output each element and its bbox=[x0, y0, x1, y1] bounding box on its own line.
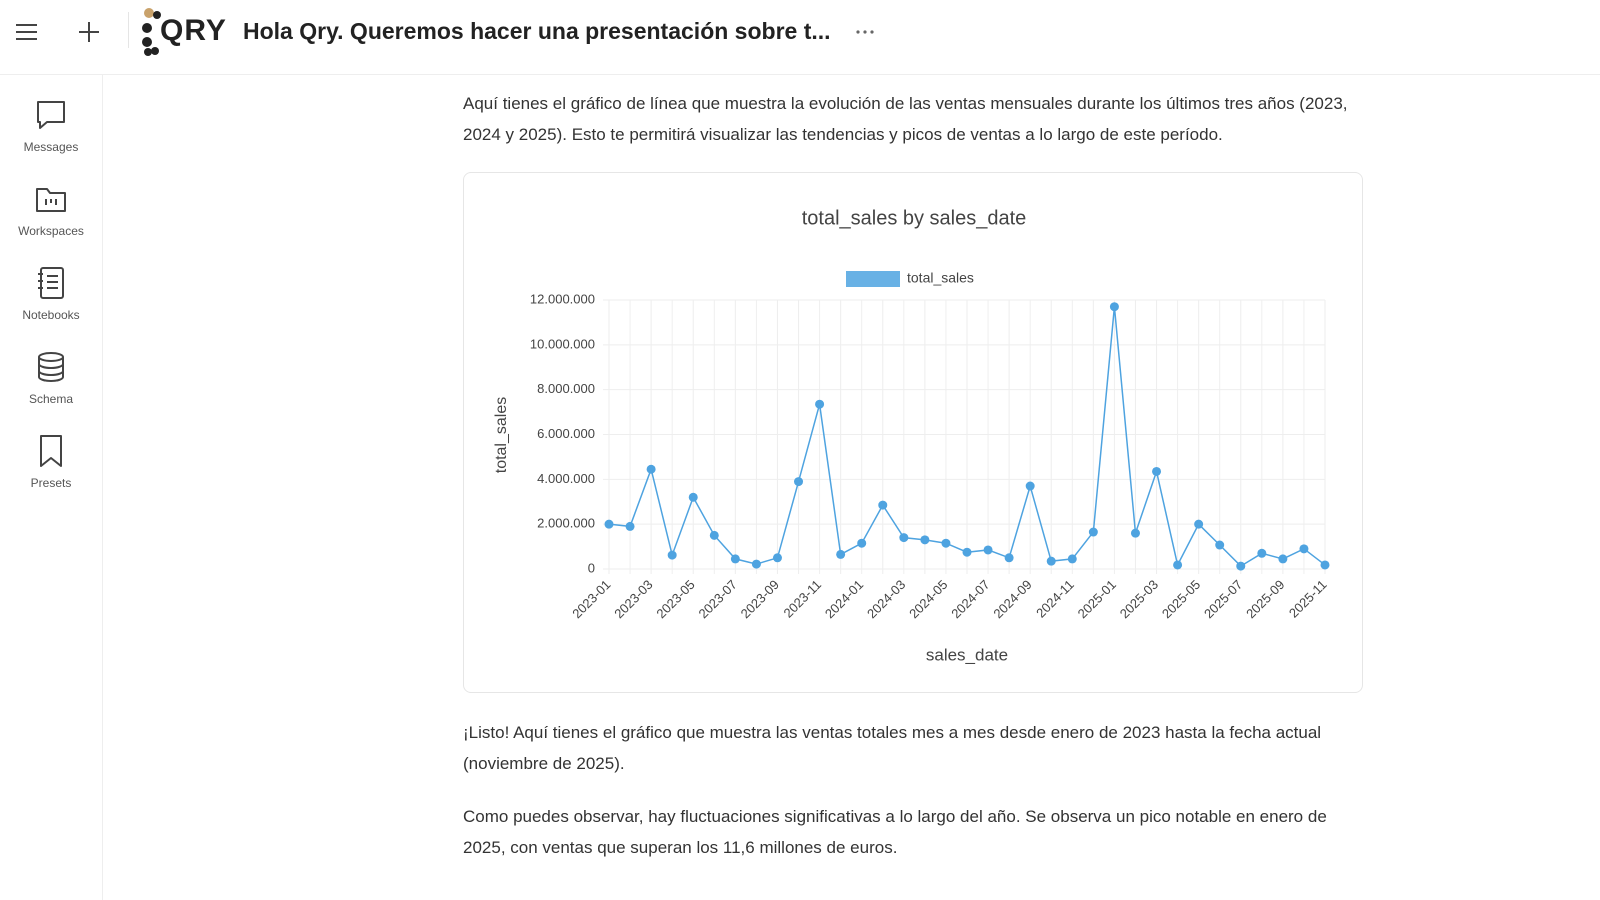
x-tick-label: 2023-03 bbox=[611, 577, 655, 621]
data-point bbox=[667, 550, 677, 560]
data-point bbox=[1046, 556, 1056, 566]
nav-label: Workspaces bbox=[18, 224, 84, 238]
x-tick-label: 2024-05 bbox=[906, 577, 950, 621]
data-point bbox=[962, 547, 972, 557]
data-point bbox=[857, 538, 867, 548]
icon bbox=[40, 435, 62, 467]
data-point bbox=[751, 559, 761, 569]
x-tick-label: 2025-09 bbox=[1243, 577, 1287, 621]
data-point bbox=[646, 464, 656, 474]
icon bbox=[38, 267, 64, 299]
x-tick-label: 2023-05 bbox=[653, 577, 697, 621]
data-point bbox=[1152, 466, 1162, 476]
top-bar: QRY Hola Qry. Queremos hacer una present… bbox=[0, 0, 1600, 75]
more-button[interactable] bbox=[853, 22, 877, 42]
x-tick-label: 2023-07 bbox=[696, 577, 740, 621]
nav-notebooks[interactable]: Notebooks bbox=[0, 265, 102, 322]
data-point bbox=[815, 399, 825, 409]
legend-swatch bbox=[846, 271, 900, 287]
message-text: Aquí tienes el gráfico de línea que mues… bbox=[463, 94, 1348, 144]
y-tick-label: 8.000.000 bbox=[537, 381, 595, 396]
divider bbox=[128, 12, 129, 48]
x-tick-label: 2023-01 bbox=[569, 577, 613, 621]
data-point bbox=[1320, 560, 1330, 570]
sidebar: Messages Workspaces Notebooks Schema Pre… bbox=[0, 75, 103, 900]
y-tick-label: 6.000.000 bbox=[537, 426, 595, 441]
x-tick-label: 2024-01 bbox=[822, 577, 866, 621]
data-point bbox=[983, 545, 993, 555]
data-point bbox=[688, 492, 698, 502]
data-point bbox=[1067, 554, 1077, 564]
y-tick-label: 4.000.000 bbox=[537, 471, 595, 486]
data-point bbox=[1130, 528, 1140, 538]
y-tick-label: 12.000.000 bbox=[530, 291, 595, 306]
nav-label: Notebooks bbox=[22, 308, 80, 322]
data-point bbox=[794, 477, 804, 487]
legend-label: total_sales bbox=[907, 270, 974, 286]
y-tick-label: 2.000.000 bbox=[537, 516, 595, 531]
data-point bbox=[1278, 554, 1288, 564]
x-tick-label: 2025-01 bbox=[1075, 577, 1119, 621]
x-tick-label: 2025-05 bbox=[1159, 577, 1203, 621]
data-point bbox=[709, 530, 719, 540]
icon bbox=[37, 101, 65, 129]
y-tick-label: 0 bbox=[588, 560, 595, 575]
message-text: ¡Listo! Aquí tienes el gráfico que muest… bbox=[463, 723, 1322, 773]
menu-button[interactable] bbox=[8, 12, 48, 52]
data-point bbox=[1299, 544, 1309, 554]
icon bbox=[36, 188, 66, 212]
data-point bbox=[1215, 540, 1225, 550]
nav-messages[interactable]: Messages bbox=[0, 97, 102, 154]
data-point bbox=[1236, 561, 1246, 571]
x-tick-label: 2025-03 bbox=[1117, 577, 1161, 621]
nav-workspaces[interactable]: Workspaces bbox=[0, 181, 102, 238]
x-tick-label: 2024-07 bbox=[948, 577, 992, 621]
nav-label: Schema bbox=[28, 392, 74, 406]
x-tick-label: 2024-03 bbox=[864, 577, 908, 621]
data-point bbox=[730, 554, 740, 564]
data-point bbox=[836, 549, 846, 559]
x-axis-title: sales_date bbox=[926, 645, 1008, 664]
logo: QRY bbox=[160, 14, 227, 47]
message-text: Como puedes observar, hay fluctuaciones … bbox=[463, 807, 1327, 857]
nav-label: Presets bbox=[30, 476, 72, 490]
data-point bbox=[878, 500, 888, 510]
y-tick-label: 10.000.000 bbox=[530, 336, 595, 351]
data-point bbox=[1109, 302, 1119, 312]
message: Aquí tienes el gráfico de línea que mues… bbox=[463, 88, 1373, 863]
data-point bbox=[1004, 553, 1014, 563]
data-point bbox=[772, 553, 782, 563]
data-point bbox=[1173, 560, 1183, 570]
new-chat-button[interactable] bbox=[69, 12, 109, 52]
x-tick-label: 2023-09 bbox=[738, 577, 782, 621]
data-point bbox=[625, 521, 635, 531]
nav-schema[interactable]: Schema bbox=[0, 349, 102, 406]
x-tick-label: 2023-11 bbox=[780, 577, 824, 621]
y-axis-title: total_sales bbox=[493, 397, 510, 474]
data-point bbox=[604, 519, 614, 529]
conversation-title: Hola Qry. Queremos hacer una presentació… bbox=[243, 18, 831, 44]
x-tick-label: 2024-09 bbox=[990, 577, 1034, 621]
x-tick-label: 2025-11 bbox=[1286, 577, 1330, 621]
chart-title: total_sales by sales_date bbox=[802, 207, 1027, 229]
x-tick-label: 2025-07 bbox=[1201, 577, 1245, 621]
chart: total_sales by sales_date sales_date tot… bbox=[493, 207, 1330, 664]
x-tick-label: 2024-11 bbox=[1033, 577, 1077, 621]
nav-label: Messages bbox=[23, 140, 79, 154]
data-point bbox=[1257, 548, 1267, 558]
icon bbox=[38, 352, 64, 383]
logo-icon bbox=[142, 8, 161, 56]
data-point bbox=[941, 538, 951, 548]
data-point bbox=[899, 533, 909, 543]
nav-presets[interactable]: Presets bbox=[0, 433, 102, 490]
data-point bbox=[1194, 519, 1204, 529]
chart-card: total_sales by sales_date sales_date tot… bbox=[463, 172, 1363, 693]
data-point bbox=[1088, 527, 1098, 537]
data-point bbox=[920, 535, 930, 545]
data-point bbox=[1025, 481, 1035, 491]
